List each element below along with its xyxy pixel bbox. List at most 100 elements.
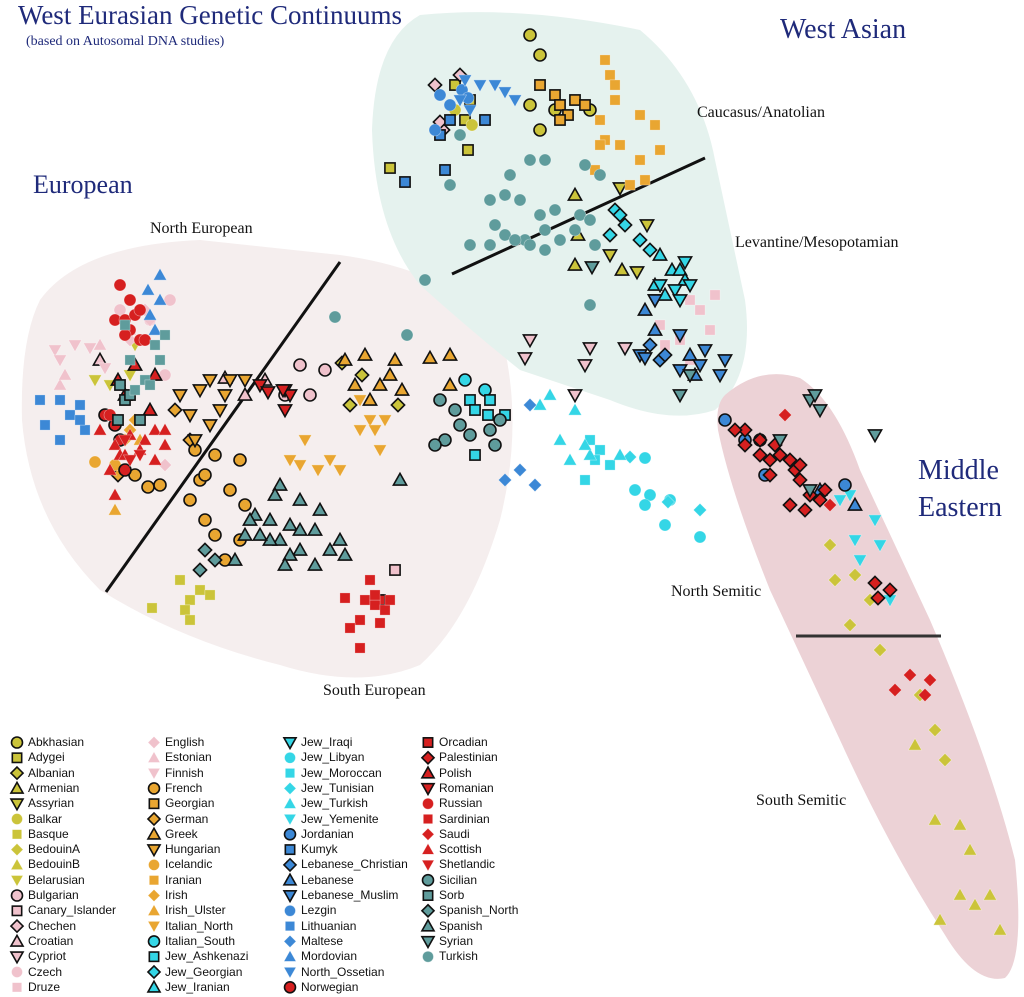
data-point-french: [141, 480, 155, 494]
data-point-turkish: [508, 233, 522, 247]
data-point-italian_north: [367, 424, 383, 438]
data-point-croatian: [237, 386, 253, 401]
legend-marker-maltese: [283, 934, 297, 948]
data-point-kumyk: [479, 114, 491, 126]
data-point-sicilian: [488, 438, 502, 452]
legend-marker-albanian: [9, 765, 25, 781]
data-point-palestinian: [762, 467, 778, 483]
legend-marker-saudi: [421, 827, 435, 841]
legend-label: Georgian: [165, 796, 215, 811]
legend-marker-orcadian: [422, 737, 434, 748]
data-point-turkish: [523, 238, 537, 252]
legend-marker-french: [147, 782, 161, 795]
legend-label: Irish: [165, 888, 188, 902]
data-point-assyrian: [639, 219, 655, 234]
legend-label: Iranian: [165, 872, 202, 887]
data-point-abkhasian: [533, 123, 547, 137]
data-point-hungarian: [217, 389, 233, 404]
data-point-scottish: [157, 437, 173, 451]
data-point-hungarian: [187, 434, 203, 449]
data-point-russian: [118, 328, 132, 342]
legend-label: Spanish_North: [439, 903, 519, 918]
data-point-jew_yemenite: [852, 554, 868, 568]
data-point-lebanese: [682, 346, 698, 361]
data-point-french: [208, 448, 222, 462]
legend-label: Lithuanian: [301, 918, 357, 933]
data-point-estonian: [57, 367, 73, 381]
data-point-lebanese_christian: [657, 347, 673, 363]
legend-label: Finnish: [165, 765, 204, 780]
legend-marker-adygei: [11, 752, 23, 764]
legend-label: BedouinB: [28, 857, 81, 872]
legend-label: Jew_Moroccan: [301, 765, 382, 780]
legend-label: Saudi: [439, 826, 470, 841]
legend-label: North_Ossetian: [301, 964, 385, 979]
legend-label: Lebanese: [301, 872, 354, 887]
data-point-north_ossetian: [472, 79, 488, 93]
data-point-russian: [133, 303, 147, 317]
data-point-turkish: [498, 228, 512, 242]
data-point-jew_iranian: [652, 246, 668, 261]
data-point-greek: [387, 351, 403, 366]
data-point-lebanese_muslim: [697, 344, 713, 359]
data-point-spanish: [282, 546, 298, 561]
data-point-hungarian: [172, 389, 188, 404]
legend-label: Armenian: [28, 780, 80, 795]
legend-marker-cypriot: [9, 951, 25, 965]
data-point-jew_ashkenazi: [482, 409, 494, 421]
data-point-turkish: [573, 208, 587, 222]
data-point-turkish: [483, 238, 497, 252]
legend-label: Palestinian: [439, 750, 498, 765]
series-spanish: [227, 471, 408, 571]
legend-marker-sorb: [422, 890, 434, 901]
sublabel-north-european: North European: [150, 220, 253, 237]
data-point-palestinian: [782, 497, 798, 513]
series-canary_islander: [389, 564, 401, 576]
data-point-lithuanian: [64, 409, 76, 421]
data-point-italian_north: [352, 424, 368, 438]
series-maltese: [497, 397, 543, 493]
series-georgian: [534, 79, 591, 126]
legend-marker-spanish_north: [420, 903, 436, 918]
legend-marker-jew_yemenite: [283, 814, 297, 826]
legend-marker-english: [147, 736, 161, 749]
data-point-greek: [382, 366, 398, 381]
legend-label: Jew_Yemenite: [301, 811, 379, 826]
legend-marker-greek: [146, 826, 162, 840]
legend-label: Czech: [28, 964, 63, 979]
data-point-spanish: [392, 471, 408, 486]
series-jew_ashkenazi: [464, 394, 511, 461]
data-point-turkish: [568, 223, 582, 237]
data-point-cypriot: [617, 342, 633, 357]
data-point-lithuanian: [79, 424, 91, 436]
data-point-turkish: [443, 178, 457, 192]
data-point-turkish: [503, 168, 517, 182]
legend-label: Abkhasian: [28, 735, 85, 749]
data-point-druze: [694, 304, 706, 316]
legend-marker-lebanese_christian: [282, 857, 298, 873]
data-point-saudi: [902, 667, 918, 683]
data-point-assyrian: [629, 266, 645, 281]
data-point-saudi: [922, 672, 938, 688]
data-point-jew_turkish: [542, 387, 558, 401]
data-point-georgian: [579, 99, 591, 111]
data-point-sicilian: [448, 403, 462, 417]
data-point-iranian: [594, 114, 606, 126]
legend-marker-romanian: [420, 782, 436, 797]
data-point-basque: [146, 602, 158, 614]
data-point-lebanese: [637, 301, 653, 316]
data-point-sicilian: [463, 428, 477, 442]
data-point-bulgarian: [318, 363, 332, 377]
region-label-west-asian: West Asian: [780, 14, 907, 45]
series-italian_north: [282, 394, 393, 478]
legend-marker-north_ossetian: [283, 967, 297, 979]
data-point-turkish: [578, 158, 592, 172]
data-point-estonian: [92, 337, 108, 351]
data-point-french: [233, 453, 247, 467]
data-point-turkish: [328, 310, 342, 324]
data-point-georgian: [534, 79, 546, 91]
data-point-syrian: [772, 434, 788, 449]
data-point-jew_ashkenazi: [464, 394, 476, 406]
legend-label: Druze: [28, 979, 61, 994]
legend-marker-druze: [12, 982, 22, 993]
